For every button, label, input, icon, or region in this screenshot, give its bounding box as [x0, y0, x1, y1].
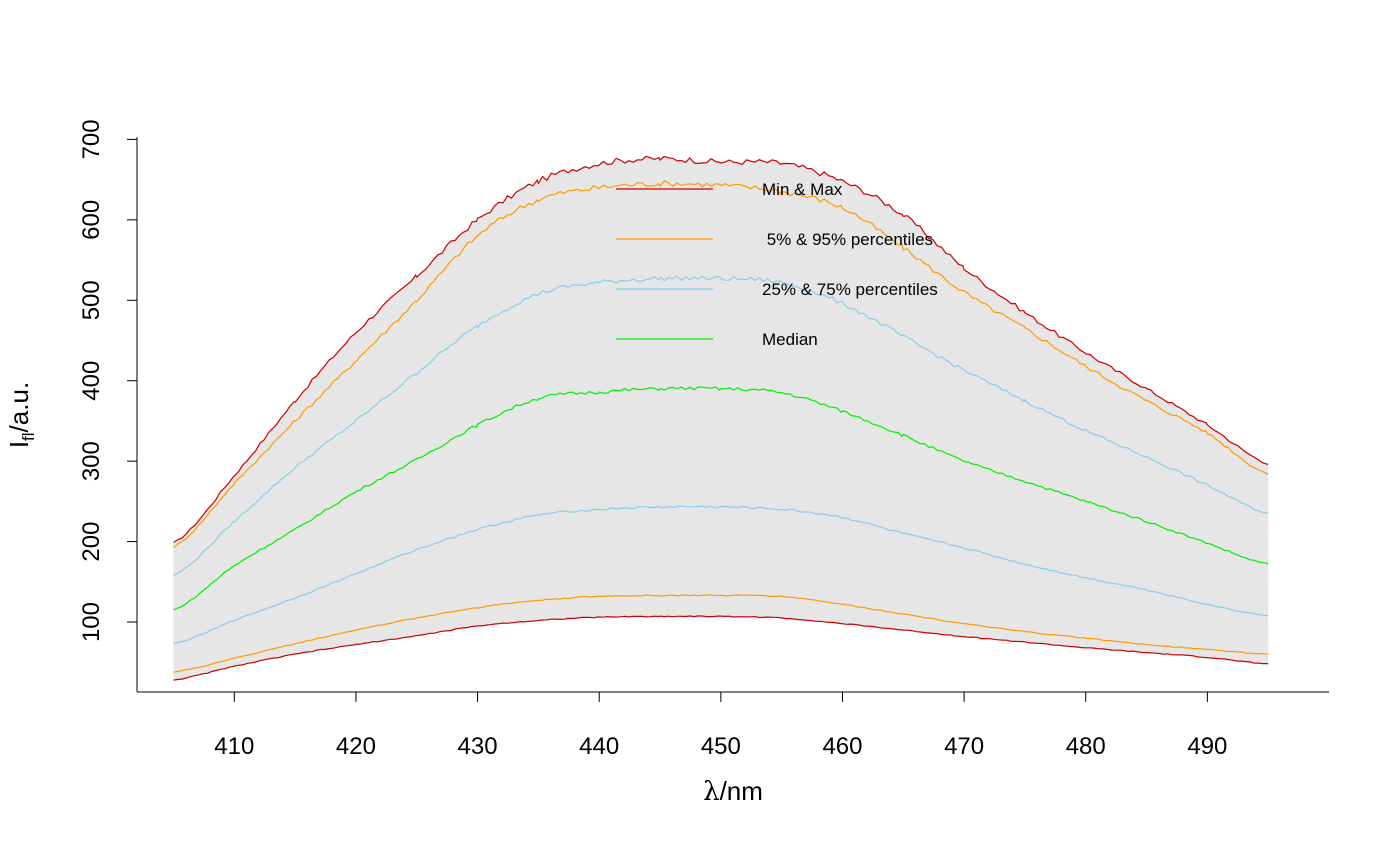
x-tick-label: 430	[458, 733, 498, 760]
y-axis-subscript: fl	[19, 432, 38, 441]
series-line-min	[173, 615, 1269, 681]
series-layer	[173, 155, 1269, 681]
x-tick-label: 440	[579, 733, 619, 760]
y-tick-label: 100	[78, 602, 105, 642]
x-tick-label: 480	[1066, 733, 1106, 760]
legend-label: Min & Max	[762, 180, 843, 199]
series-line-median	[173, 386, 1269, 611]
y-tick-label: 400	[78, 361, 105, 401]
legend-label: 5% & 95% percentiles	[762, 230, 933, 249]
y-tick-label: 600	[78, 200, 105, 240]
x-tick-label: 490	[1187, 733, 1227, 760]
y-axis-unit: a.u.	[4, 382, 34, 425]
y-tick-label: 700	[78, 119, 105, 159]
y-tick-label: 200	[78, 522, 105, 562]
axes-layer: 410 420 430 440 450 460 470 480 490 100 200 300 400 5…	[78, 119, 1329, 760]
x-tick-label: 420	[336, 733, 376, 760]
series-line-75-percentile	[173, 275, 1269, 577]
y-tick-label: 500	[78, 280, 105, 320]
y-axis-separator: /	[4, 424, 34, 432]
x-axis-separator: /	[720, 776, 728, 806]
legend: Min & Max 5% & 95% percentiles 25% & 75% …	[616, 180, 938, 349]
x-tick-label: 450	[701, 733, 741, 760]
y-axis-symbol: I	[4, 441, 34, 448]
x-axis-unit: nm	[727, 776, 763, 806]
x-tick-label: 460	[822, 733, 862, 760]
series-line-25-percentile	[173, 505, 1269, 644]
x-axis-title: λ/nm	[703, 776, 763, 807]
y-tick-label: 300	[78, 441, 105, 481]
x-tick-label: 470	[944, 733, 984, 760]
min-max-band	[173, 156, 1269, 681]
series-line-5-percentile	[173, 594, 1269, 673]
series-line-95-percentile	[173, 180, 1269, 549]
legend-label: 25% & 75% percentiles	[762, 280, 938, 299]
x-tick-label: 410	[214, 733, 254, 760]
legend-label: Median	[762, 330, 818, 349]
y-axis-title: Ifl/a.u.	[4, 382, 38, 448]
series-line-max	[173, 155, 1269, 544]
x-axis-symbol: λ	[703, 777, 719, 807]
